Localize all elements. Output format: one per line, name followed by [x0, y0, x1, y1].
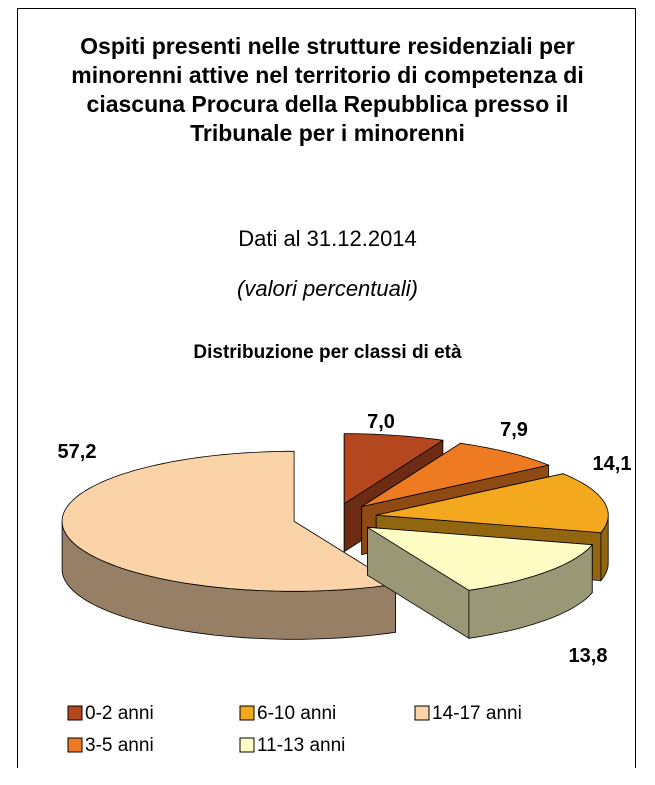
legend-swatch [67, 705, 83, 721]
legend-swatch [414, 705, 430, 721]
slice-top [61, 450, 397, 592]
chart-title: Distribuzione per classi di età [193, 342, 462, 363]
data-label: 13,8 [569, 645, 608, 667]
data-label: 7,9 [500, 419, 528, 441]
title: Ospiti presenti nelle strutture residenz… [71, 33, 584, 146]
legend-label: 14-17 anni [432, 703, 522, 724]
legend-label: 0-2 anni [85, 703, 154, 724]
slice-top [361, 442, 550, 507]
data-label: 57,2 [58, 441, 97, 463]
legend-swatch [239, 705, 255, 721]
legend-swatch [67, 737, 83, 753]
legend-swatch [239, 737, 255, 753]
legend-label: 11-13 anni [257, 735, 345, 756]
data-label: 14,1 [593, 453, 632, 475]
note: (valori percentuali) [237, 276, 418, 301]
slice [61, 450, 397, 640]
slice [367, 526, 594, 640]
slice-top [376, 473, 609, 534]
frame [17, 8, 636, 768]
legend-label: 3-5 anni [85, 735, 154, 756]
slice-top [343, 433, 445, 505]
subtitle: Dati al 31.12.2014 [238, 226, 417, 251]
legend-label: 6-10 anni [257, 703, 336, 724]
data-label: 7,0 [367, 411, 395, 433]
slice-top [367, 526, 594, 591]
